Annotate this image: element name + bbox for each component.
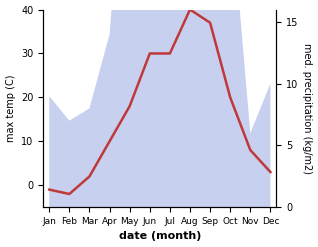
Y-axis label: max temp (C): max temp (C) xyxy=(5,75,16,142)
X-axis label: date (month): date (month) xyxy=(119,231,201,242)
Y-axis label: med. precipitation (kg/m2): med. precipitation (kg/m2) xyxy=(302,43,313,174)
